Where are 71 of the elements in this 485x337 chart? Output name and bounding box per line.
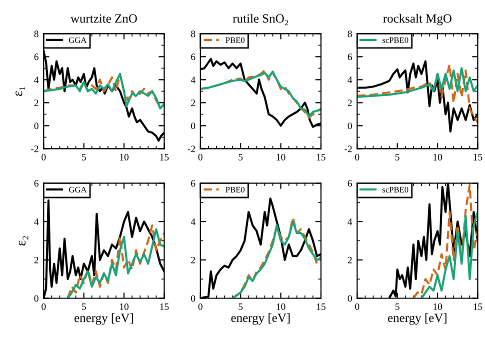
x-tick-label: 15 [160,154,169,160]
y-tick-label: 0 [348,122,352,130]
x-tick-label: 10 [120,154,129,160]
x-tick-label: 5 [82,154,86,160]
y-axis-title: ε₁ [16,86,25,96]
y-tick-label: 4 [34,218,39,225]
x-tick-label: 15 [316,154,326,160]
x-tick-label: 0 [355,154,360,160]
y-tick-label: 2 [348,256,352,264]
x-tick-label: 5 [238,154,243,160]
y-tick-label: 0 [34,295,38,302]
x-tick-label: 10 [120,303,129,310]
line-series [420,210,478,298]
y-axis-title: ε₂ [18,236,28,246]
y-tick-label: -2 [31,146,38,152]
y-tick-label: -2 [344,146,352,152]
y-tick-label: 4 [34,76,39,84]
y-tick-label: 6 [191,180,196,187]
y-tick-label: 2 [191,100,195,106]
x-tick-label: 15 [316,303,326,310]
y-tick-label: 4 [348,218,352,225]
x-axis-title: energy [eV] [388,313,446,325]
y-tick-label: 4 [190,76,196,84]
y-tick-label: 0 [348,295,352,302]
x-tick-label: 0 [198,154,202,160]
y-tick-label: 6 [191,54,196,60]
legend-label: scPBE0 [382,186,408,192]
y-tick-label: 0 [191,295,196,302]
x-tick-label: 0 [42,154,46,160]
line-series [357,67,478,98]
x-tick-label: 5 [82,303,86,310]
y-tick-label: 6 [348,180,352,187]
legend-label: GGA [68,37,87,43]
x-tick-label: 10 [276,303,286,310]
x-tick-label: 5 [238,303,243,310]
x-tick-label: 0 [198,303,202,310]
x-tick-label: 10 [434,303,442,310]
x-tick-label: 5 [395,303,400,310]
x-tick-label: 0 [355,303,360,310]
x-tick-label: 10 [434,154,442,160]
y-tick-label: 0 [34,122,38,130]
legend-label: GGA [68,186,87,192]
chart-title: wurtzite ZnO [70,14,137,23]
y-tick-label: 6 [348,54,352,60]
x-tick-label: 5 [395,154,400,160]
x-tick-label: 15 [474,154,482,160]
line-series [357,64,478,124]
y-tick-label: 4 [348,76,352,84]
chart-title: rutile SnO₂ [232,14,288,26]
x-axis-title: energy [eV] [74,313,133,325]
x-tick-label: 15 [474,303,482,310]
x-tick-label: 10 [276,154,286,160]
y-tick-label: 6 [34,54,38,60]
x-tick-label: 15 [160,303,169,310]
legend-label: PBE0 [226,37,245,43]
y-tick-label: 8 [34,30,38,38]
y-tick-label: 6 [34,180,38,187]
legend-label: scPBE0 [382,37,408,43]
y-tick-label: 2 [348,100,352,106]
y-tick-label: 0 [191,122,196,130]
legend-label: PBE0 [226,186,245,192]
x-axis-title: energy [eV] [231,313,290,325]
y-tick-label: 8 [348,30,352,38]
y-tick-label: 8 [191,30,196,38]
y-tick-label: 2 [34,100,38,106]
x-tick-label: 0 [42,303,46,310]
y-tick-label: -2 [188,146,195,152]
y-tick-label: 2 [34,256,38,264]
chart-title: rocksalt MgO [383,14,452,26]
y-tick-label: 2 [191,256,195,264]
y-tick-label: 4 [190,218,196,225]
